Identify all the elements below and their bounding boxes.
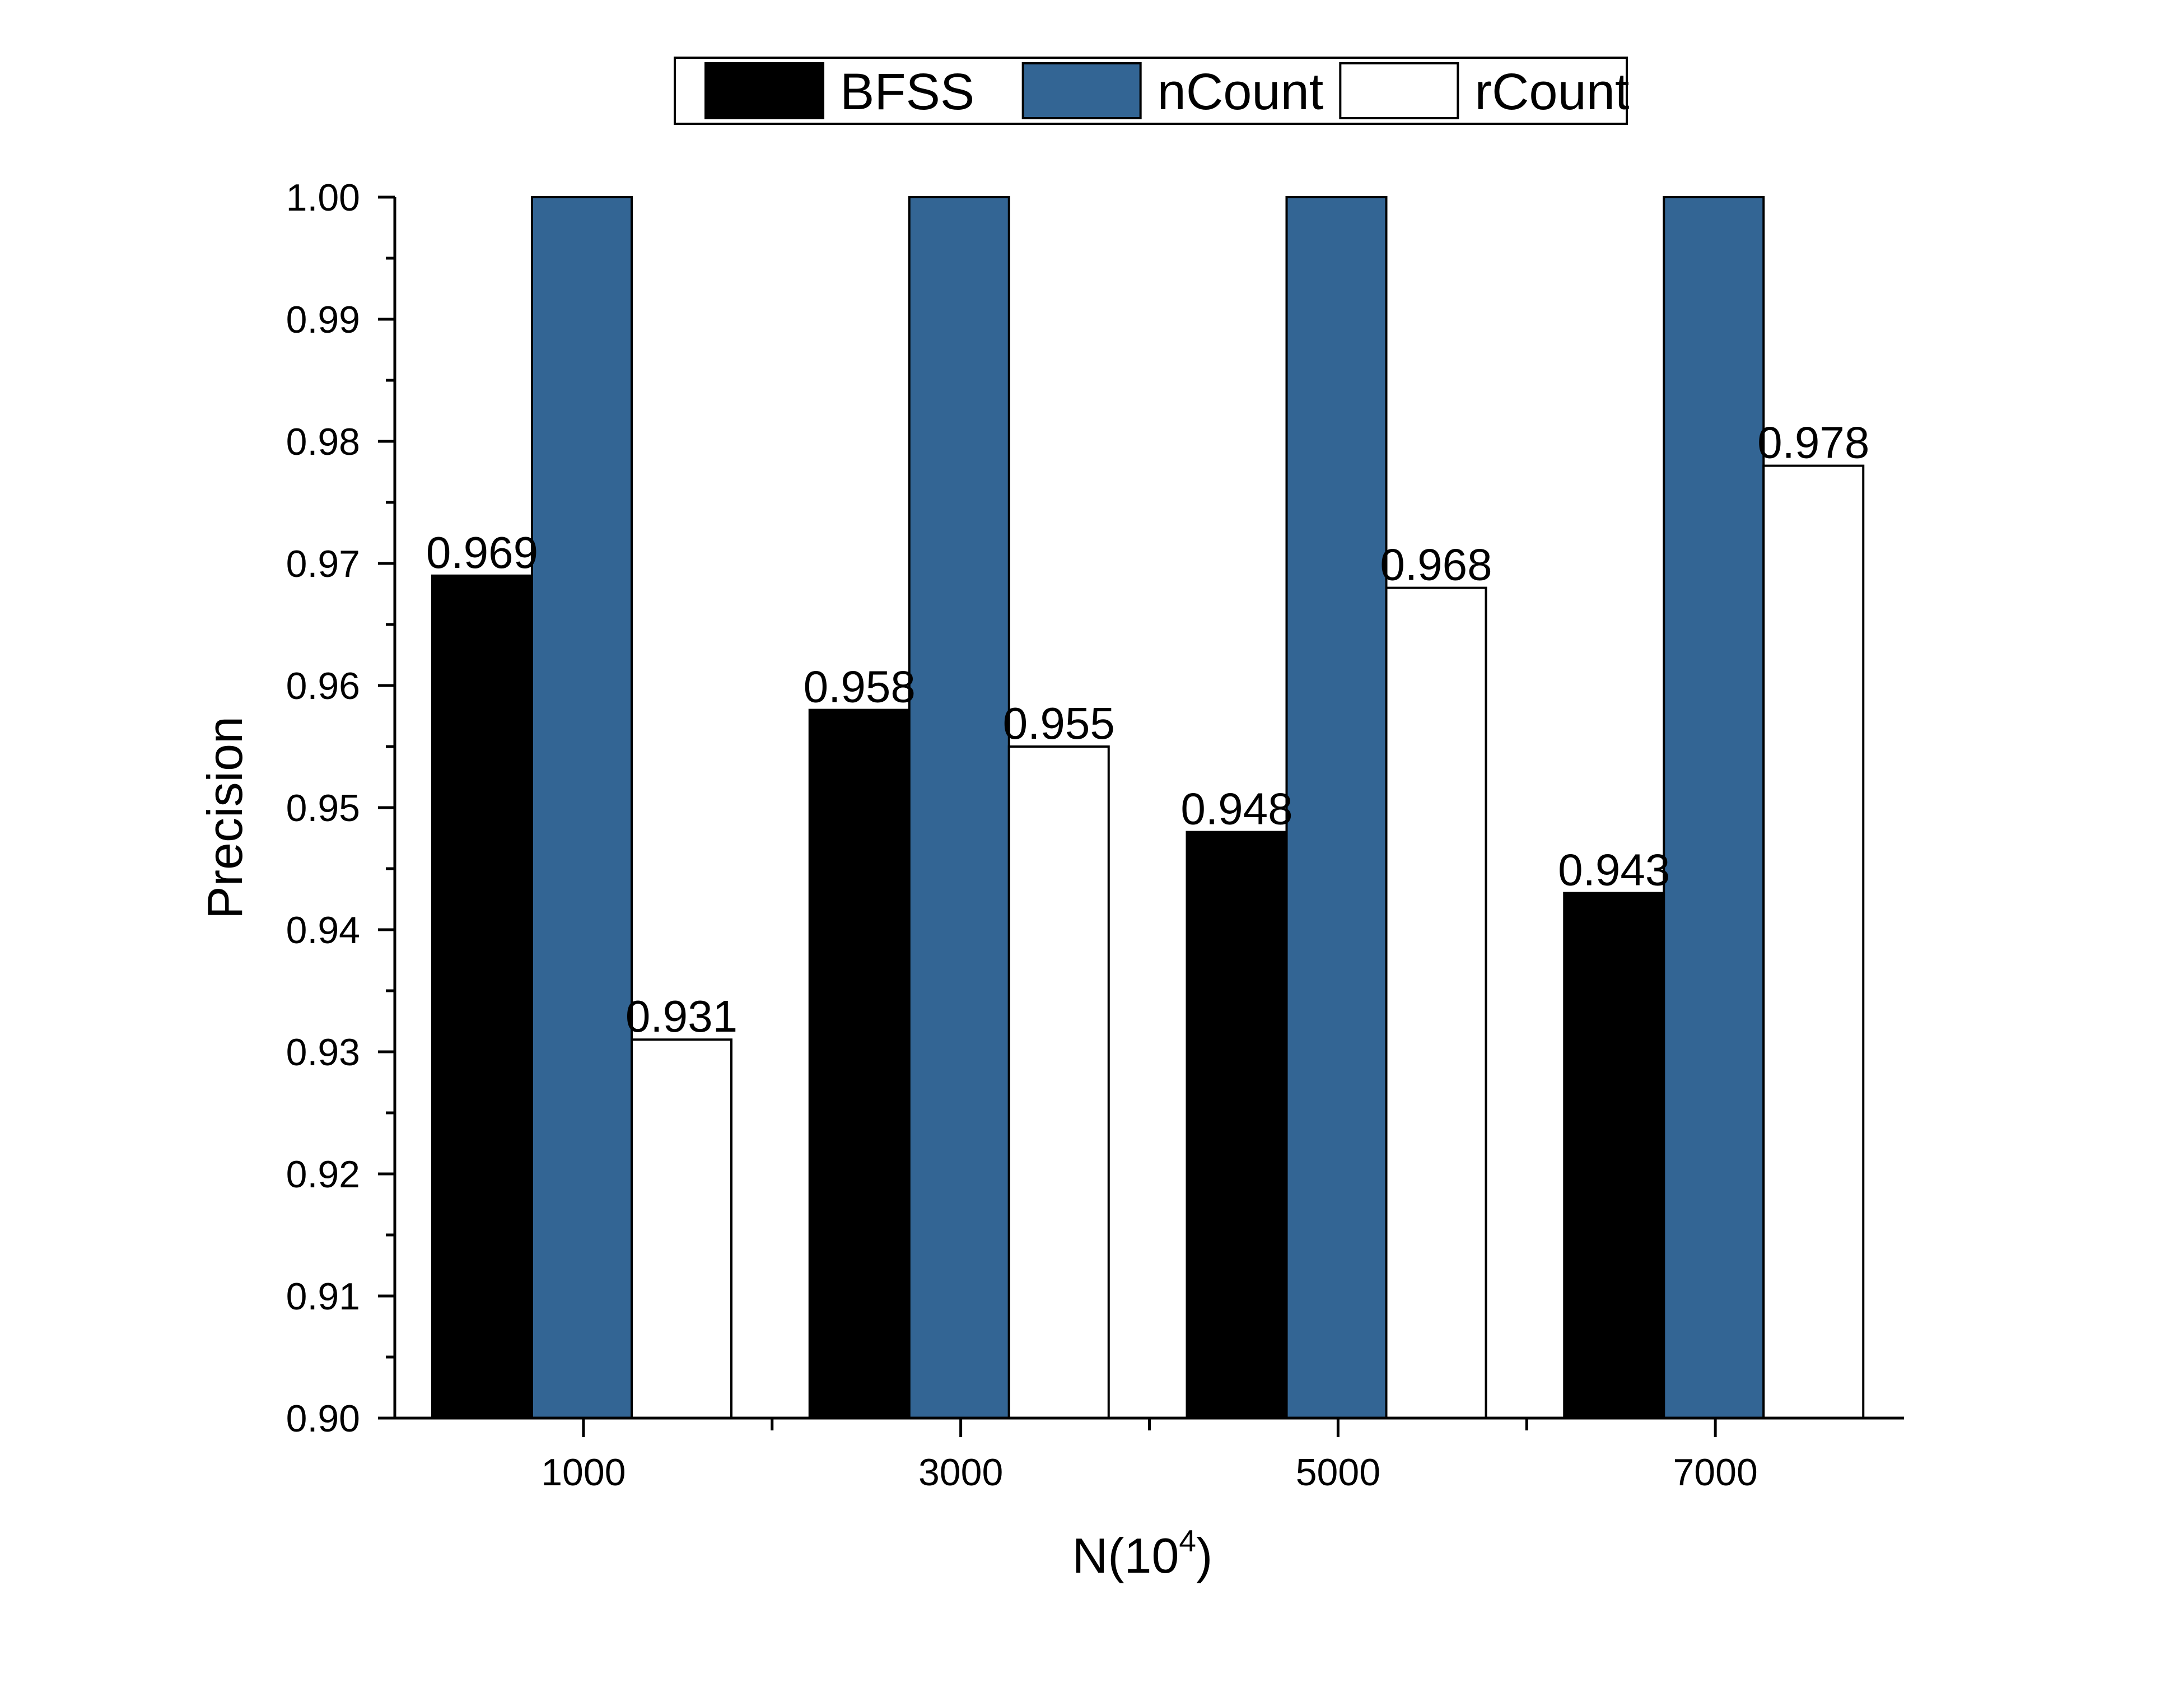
data-label-bfss-7000: 0.943 [1558, 845, 1670, 895]
x-tick-label: 7000 [1673, 1451, 1757, 1494]
x-axis-title-base: N(10 [1072, 1528, 1179, 1583]
y-tick-label: 0.98 [286, 421, 360, 463]
legend-label-ncount: nCount [1158, 63, 1324, 120]
x-axis-title-superscript: 4 [1179, 1523, 1196, 1558]
bar-bfss-1000 [431, 574, 533, 1419]
x-axis-title-suffix: ) [1196, 1528, 1212, 1583]
y-tick-label: 0.92 [286, 1153, 360, 1196]
y-tick-label: 0.97 [286, 543, 360, 585]
bar-bfss-5000 [1186, 831, 1288, 1419]
bar-ncount-3000 [908, 196, 1010, 1419]
data-label-rcount-1000: 0.931 [626, 991, 738, 1041]
bar-ncount-1000 [531, 196, 633, 1419]
bar-rcount-5000 [1385, 586, 1487, 1419]
data-label-bfss-5000: 0.948 [1180, 784, 1292, 834]
bar-ncount-5000 [1285, 196, 1388, 1419]
y-tick-label: 0.93 [286, 1031, 360, 1074]
x-tick-label: 3000 [918, 1451, 1003, 1494]
bar-rcount-3000 [1007, 745, 1110, 1419]
bar-bfss-7000 [1563, 892, 1665, 1419]
y-tick-label: 0.94 [286, 909, 360, 952]
bar-bfss-3000 [808, 708, 911, 1419]
axes: 0.90 0.91 0.92 0.93 0.94 0.95 0.96 0.97 0.98 0.99… [286, 176, 1904, 1494]
data-label-bfss-1000: 0.969 [426, 528, 538, 577]
y-tick-label: 0.90 [286, 1397, 360, 1440]
legend-label-rcount: rCount [1474, 63, 1629, 120]
legend-swatch-ncount [1021, 62, 1142, 119]
data-label-bfss-3000: 0.958 [804, 662, 916, 712]
data-labels: 0.969 0.958 0.948 0.943 0.931 0.955 0.968 0.978 [426, 418, 1869, 1042]
y-tick-label: 0.91 [286, 1275, 360, 1318]
x-tick-label: 5000 [1296, 1451, 1380, 1494]
data-label-rcount-7000: 0.978 [1757, 418, 1869, 468]
legend-label-bfss: BFSS [840, 63, 974, 120]
x-axis-title: N(104) [1072, 1523, 1213, 1583]
x-tick-label: 1000 [541, 1451, 626, 1494]
y-tick-label: 0.96 [286, 665, 360, 707]
bars [431, 196, 1865, 1419]
data-label-rcount-5000: 0.968 [1380, 540, 1492, 590]
y-tick-label: 0.95 [286, 787, 360, 829]
legend-swatch-rcount [1339, 62, 1459, 119]
legend-swatch-bfss [704, 62, 824, 119]
y-axis-title: Precision [197, 716, 253, 919]
legend-box [674, 57, 1628, 125]
legend: BFSS nCount rCount [674, 57, 1629, 125]
y-tick-label: 0.99 [286, 299, 360, 341]
y-tick-label: 1.00 [286, 176, 360, 219]
bar-rcount-7000 [1762, 464, 1865, 1419]
bar-rcount-1000 [631, 1038, 732, 1419]
bar-ncount-7000 [1663, 196, 1765, 1419]
data-label-rcount-3000: 0.955 [1003, 698, 1115, 748]
